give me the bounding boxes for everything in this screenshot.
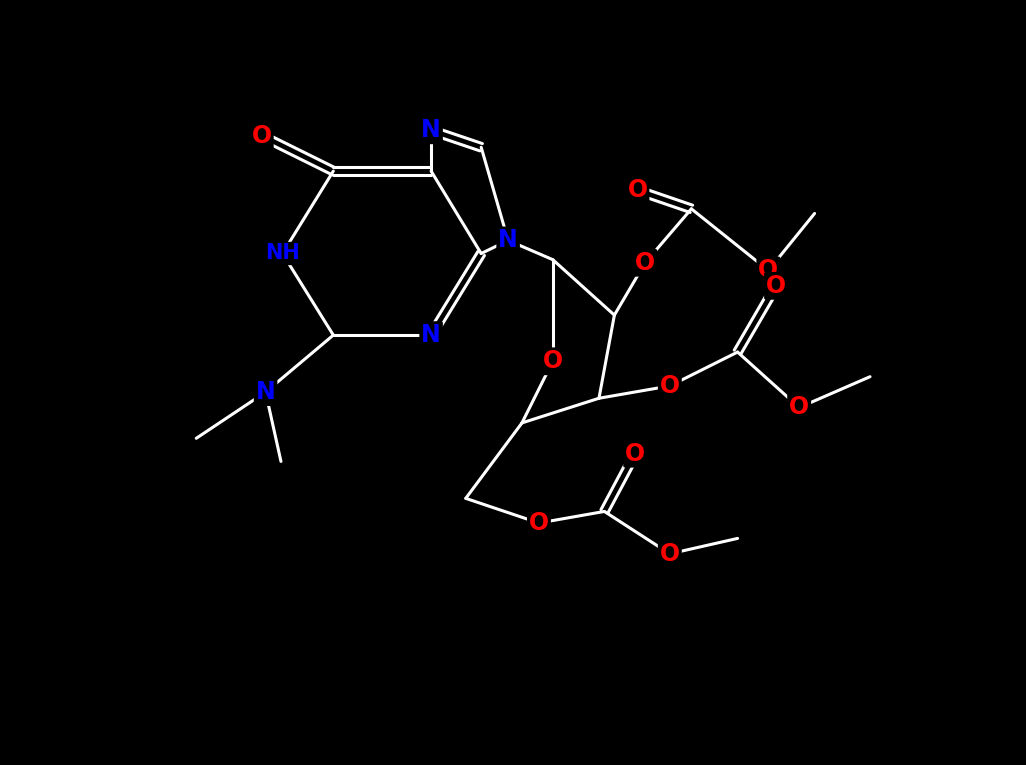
Text: O: O [660,374,680,398]
Text: O: O [543,350,563,373]
Text: N: N [422,119,441,142]
Text: N: N [499,229,518,252]
Text: O: O [789,396,810,419]
Text: O: O [528,511,549,535]
Text: O: O [628,178,647,203]
Text: O: O [635,251,656,275]
Text: N: N [422,323,441,347]
Text: O: O [251,124,272,148]
Text: O: O [625,441,645,466]
Text: N: N [255,380,275,404]
Text: O: O [660,542,680,566]
Text: O: O [766,274,786,298]
Text: NH: NH [265,243,300,263]
Text: O: O [758,259,779,282]
